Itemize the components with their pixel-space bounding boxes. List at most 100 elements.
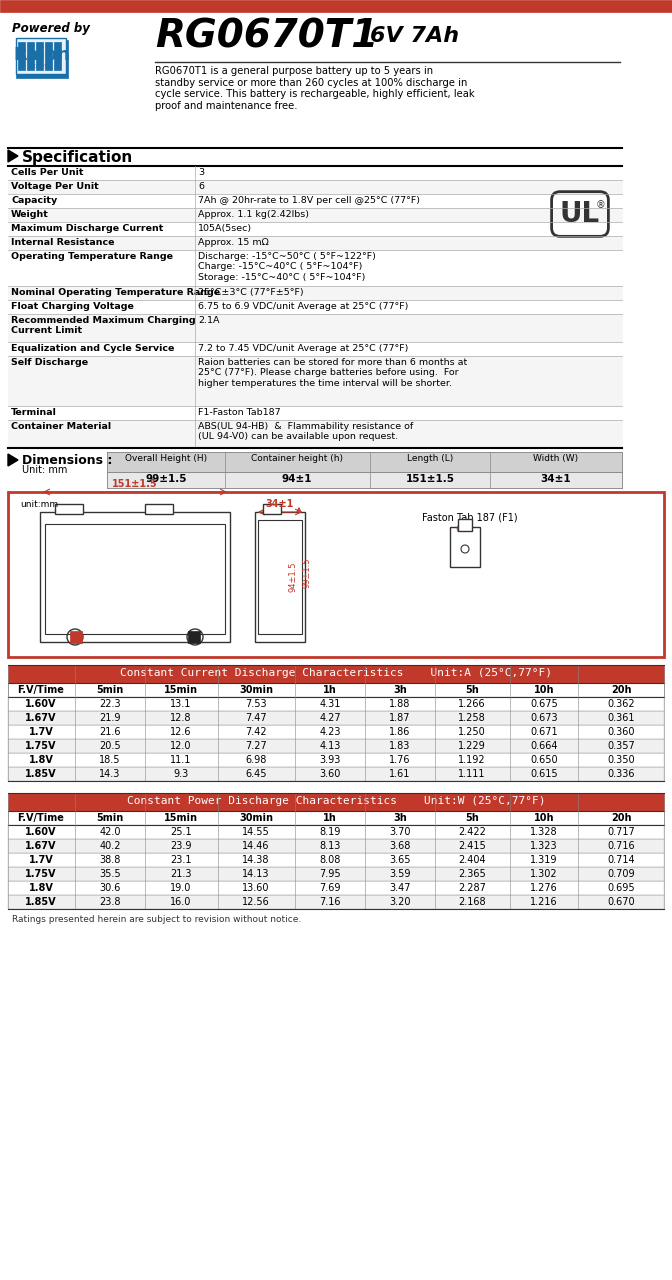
Text: 20h: 20h <box>611 685 631 695</box>
Text: 23.1: 23.1 <box>170 855 192 865</box>
Text: 1.319: 1.319 <box>530 855 558 865</box>
Text: 8.08: 8.08 <box>319 855 341 865</box>
Text: 1.229: 1.229 <box>458 741 486 751</box>
Text: Terminal: Terminal <box>11 408 57 417</box>
Text: Approx. 15 mΩ: Approx. 15 mΩ <box>198 238 269 247</box>
Bar <box>255 512 305 643</box>
Bar <box>8 666 664 684</box>
Text: 3.20: 3.20 <box>389 897 411 908</box>
Text: 2.168: 2.168 <box>458 897 486 908</box>
Text: 11.1: 11.1 <box>170 755 192 765</box>
Text: Constant Current Discharge Characteristics    Unit:A (25°C,77°F): Constant Current Discharge Characteristi… <box>120 668 552 678</box>
Text: 14.38: 14.38 <box>242 855 269 865</box>
Text: Operating Temperature Range: Operating Temperature Range <box>11 252 173 261</box>
Text: POWER: POWER <box>30 54 54 60</box>
Text: 105A(5sec): 105A(5sec) <box>198 224 252 233</box>
Text: 6V 7Ah: 6V 7Ah <box>370 26 459 46</box>
Bar <box>8 852 664 867</box>
Text: Overall Height (H): Overall Height (H) <box>125 454 207 463</box>
Bar <box>8 838 664 852</box>
Text: 1.75V: 1.75V <box>26 741 56 751</box>
Text: 2.404: 2.404 <box>458 855 486 865</box>
Bar <box>8 794 664 812</box>
Bar <box>16 40 68 78</box>
Text: 23.9: 23.9 <box>170 841 192 851</box>
Text: 8.13: 8.13 <box>319 841 341 851</box>
Bar <box>8 342 622 356</box>
Text: Constant Power Discharge Characteristics    Unit:W (25°C,77°F): Constant Power Discharge Characteristics… <box>127 796 545 806</box>
Text: RG0670T1 is a general purpose battery up to 5 years in
standby service or more t: RG0670T1 is a general purpose battery up… <box>155 67 474 111</box>
Text: 30.6: 30.6 <box>99 883 121 893</box>
Text: 5h: 5h <box>465 685 479 695</box>
Text: Internal Resistance: Internal Resistance <box>11 238 114 247</box>
Text: 1.250: 1.250 <box>458 727 486 737</box>
Bar <box>8 767 664 781</box>
Text: 151±1.5: 151±1.5 <box>112 479 158 489</box>
Bar <box>36 42 43 70</box>
Text: 13.60: 13.60 <box>242 883 269 893</box>
Text: 99±1.5: 99±1.5 <box>145 474 187 484</box>
Text: 0.357: 0.357 <box>607 741 635 751</box>
Text: 2.365: 2.365 <box>458 869 486 879</box>
Text: 9.3: 9.3 <box>173 769 189 780</box>
Text: 34±1: 34±1 <box>266 499 294 509</box>
Text: 3.60: 3.60 <box>319 769 341 780</box>
Text: 7.42: 7.42 <box>245 727 267 737</box>
Bar <box>107 452 622 472</box>
Text: 6: 6 <box>198 182 204 191</box>
Text: Cells Per Unit: Cells Per Unit <box>11 168 83 177</box>
Text: Approx. 1.1 kg(2.42lbs): Approx. 1.1 kg(2.42lbs) <box>198 210 309 219</box>
Bar <box>8 236 622 250</box>
Text: 12.56: 12.56 <box>242 897 270 908</box>
Text: 0.336: 0.336 <box>607 769 635 780</box>
Text: Nominal Operating Temperature Range: Nominal Operating Temperature Range <box>11 288 220 297</box>
Text: 1.302: 1.302 <box>530 869 558 879</box>
Text: 0.615: 0.615 <box>530 769 558 780</box>
Text: 1.61: 1.61 <box>389 769 411 780</box>
Text: 3h: 3h <box>393 685 407 695</box>
Text: Faston Tab 187 (F1): Faston Tab 187 (F1) <box>422 512 518 522</box>
Bar <box>45 524 225 634</box>
Text: 20h: 20h <box>611 813 631 823</box>
Text: F.V/Time: F.V/Time <box>17 685 65 695</box>
Text: 6.35: 6.35 <box>456 525 474 534</box>
Text: 1.85V: 1.85V <box>25 897 57 908</box>
Text: Unit: mm: Unit: mm <box>22 465 67 475</box>
Text: 4.27: 4.27 <box>319 713 341 723</box>
Text: 3.68: 3.68 <box>389 841 411 851</box>
Text: 35.5: 35.5 <box>99 869 121 879</box>
Polygon shape <box>8 454 18 466</box>
Bar <box>258 520 302 634</box>
Text: 30min: 30min <box>239 813 273 823</box>
Text: 6.45: 6.45 <box>245 769 267 780</box>
Text: Self Discharge: Self Discharge <box>11 358 88 367</box>
Bar <box>8 753 664 767</box>
Bar <box>8 710 664 724</box>
Text: 21.9: 21.9 <box>99 713 121 723</box>
Text: Discharge: -15°C~50°C ( 5°F~122°F)
Charge: -15°C~40°C ( 5°F~104°F)
Storage: -15°: Discharge: -15°C~50°C ( 5°F~122°F) Charg… <box>198 252 376 282</box>
Text: 3: 3 <box>198 168 204 177</box>
Bar <box>8 881 664 895</box>
Text: 7.2 to 7.45 VDC/unit Average at 25°C (77°F): 7.2 to 7.45 VDC/unit Average at 25°C (77… <box>198 344 409 353</box>
Text: 1.258: 1.258 <box>458 713 486 723</box>
Text: 1.7V: 1.7V <box>29 727 53 737</box>
Text: 99±1.5: 99±1.5 <box>302 558 311 589</box>
Text: 14.46: 14.46 <box>242 841 269 851</box>
Text: 1.88: 1.88 <box>389 699 411 709</box>
Bar <box>8 420 622 448</box>
Text: 7.53: 7.53 <box>245 699 267 709</box>
Text: 0.714: 0.714 <box>607 855 635 865</box>
Text: Voltage Per Unit: Voltage Per Unit <box>11 182 99 191</box>
Bar <box>8 826 664 838</box>
Text: 1.75V: 1.75V <box>26 869 56 879</box>
Text: 4.13: 4.13 <box>319 741 341 751</box>
Text: 3.93: 3.93 <box>319 755 341 765</box>
Text: 2.287: 2.287 <box>458 883 486 893</box>
Text: 1.276: 1.276 <box>530 883 558 893</box>
Text: 1.76: 1.76 <box>389 755 411 765</box>
Text: 7.47: 7.47 <box>245 713 267 723</box>
Text: 38.8: 38.8 <box>99 855 121 865</box>
Text: 0.350: 0.350 <box>607 755 635 765</box>
Text: 94±1.5: 94±1.5 <box>288 562 297 593</box>
Text: ABS(UL 94-HB)  &  Flammability resistance of
(UL 94-V0) can be available upon re: ABS(UL 94-HB) & Flammability resistance … <box>198 422 413 442</box>
